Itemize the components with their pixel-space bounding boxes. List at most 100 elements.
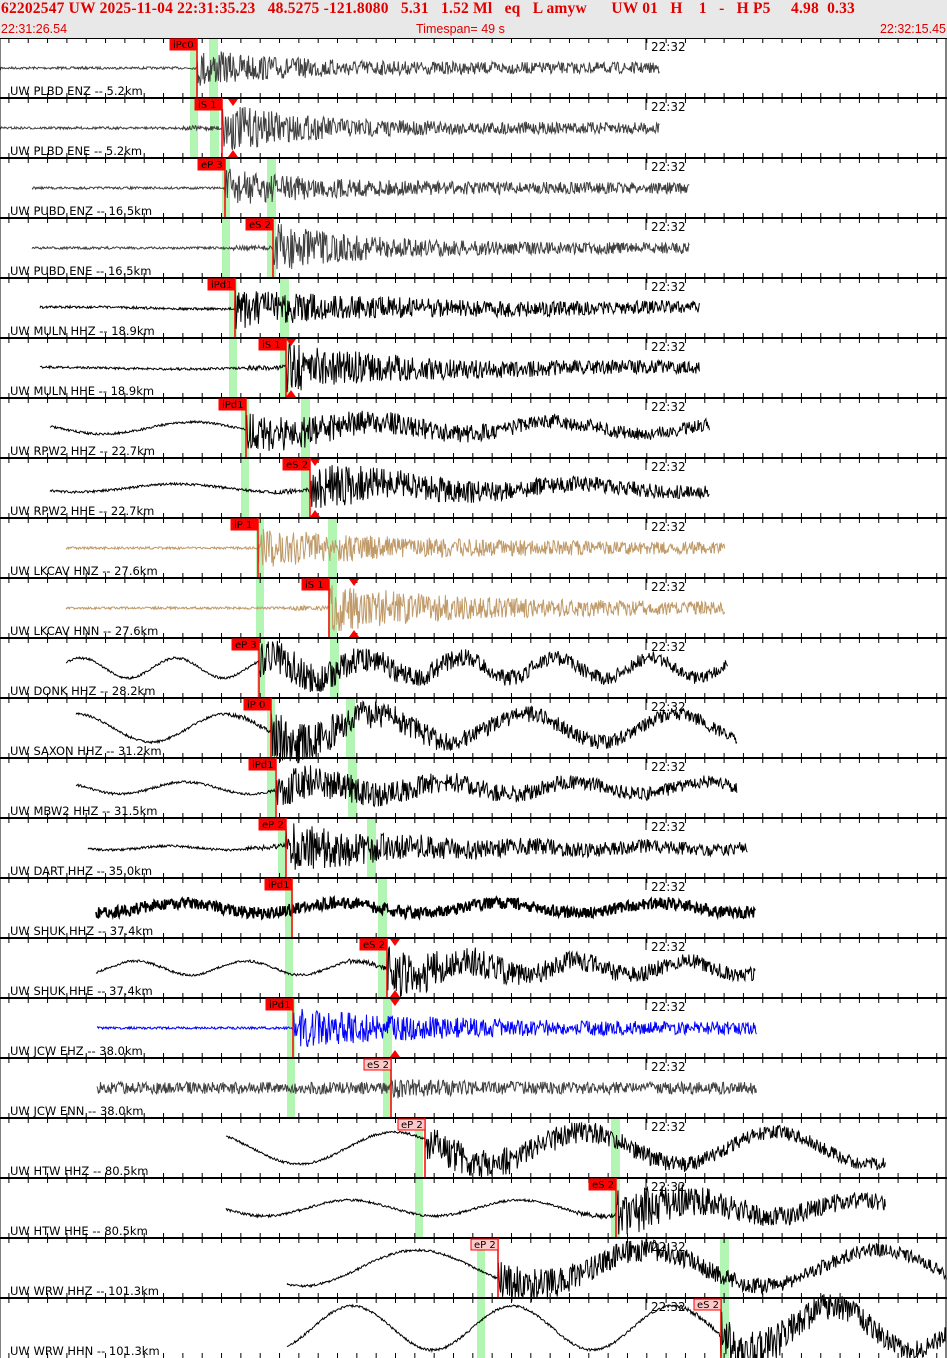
triangle-up-icon (349, 630, 359, 637)
pick-label: eP 2 (401, 1120, 423, 1131)
station-label: UW SHUK HHE -- 37.4km (10, 984, 153, 998)
phase-pick[interactable]: eP 2 (470, 1238, 499, 1298)
phase-pick[interactable]: eP 3 (231, 638, 260, 698)
seismogram-panel[interactable]: 22:32 iPc0 UW PLBD ENZ -- 5.2km 22:32 iS 1 UW… (0, 38, 947, 1358)
pick-flag[interactable] (470, 1238, 499, 1251)
pick-label: eP 2 (474, 1240, 496, 1251)
pick-flag[interactable] (231, 638, 260, 651)
pick-window (278, 818, 286, 878)
pick-flag[interactable] (301, 578, 330, 591)
pick-label: iPd1 (222, 400, 244, 411)
phase-pick[interactable]: iP 0 (243, 698, 272, 758)
phase-pick[interactable]: eS 2 (363, 1058, 392, 1118)
pick-flag[interactable] (194, 98, 223, 111)
trace-panel[interactable]: 22:32 iPd1 UW SHUK HHZ -- 37.4km (0, 877, 947, 938)
phase-pick[interactable]: eP 2 (258, 818, 287, 878)
pick-flag[interactable] (282, 458, 311, 471)
pick-flag[interactable] (359, 938, 388, 951)
trace-panel[interactable]: 22:32 iPd1 UW MULN HHZ -- 18.9km (0, 277, 947, 338)
waveform (286, 1294, 947, 1358)
pick-flag[interactable] (197, 158, 226, 171)
triangle-up-icon (286, 390, 296, 397)
pick-flag[interactable] (588, 1178, 617, 1191)
trace-panel[interactable]: 22:32 iS 1 UW LKCAV HNN -- 27.6km (0, 577, 947, 638)
waveform (225, 1122, 886, 1179)
minute-label: 22:32 (651, 820, 686, 834)
trace-panel[interactable]: 22:32 eS 2 UW SHUK HHE -- 37.4km (0, 937, 947, 998)
minute-label: 22:32 (651, 160, 686, 174)
phase-pick[interactable]: iS 1 (301, 578, 359, 638)
trace-panel[interactable]: 22:32 eS 2 UW HTW HHE -- 80.5km (0, 1177, 947, 1238)
minute-label: 22:32 (651, 280, 686, 294)
pick-flag[interactable] (258, 818, 287, 831)
station-label: UW PUBD ENZ -- 16.5km (10, 204, 152, 218)
trace-panel[interactable]: 22:32 eP 3 UW PUBD ENZ -- 16.5km (0, 157, 947, 218)
pick-window (241, 398, 249, 458)
pick-flag[interactable] (169, 38, 198, 51)
trace-panel[interactable]: 22:32 eP 2 UW DART HHZ -- 35.0km (0, 817, 947, 878)
trace-panel[interactable]: 22:32 iPd1 UW RPW2 HHZ -- 22.7km (0, 397, 947, 458)
phase-pick[interactable]: eS 2 (245, 218, 274, 278)
pick-label: eS 2 (697, 1300, 719, 1311)
pick-window (378, 938, 387, 998)
phase-pick[interactable]: iPd1 (248, 758, 277, 818)
pick-label: iP 0 (247, 700, 265, 711)
trace-panel[interactable]: 22:32 iP 0 UW SAXON HHZ -- 31.2km (0, 697, 947, 764)
phase-pick[interactable]: eS 2 (693, 1298, 722, 1358)
minute-label: 22:32 (651, 1000, 686, 1014)
phase-pick[interactable]: iP 1 (230, 518, 259, 578)
trace-panel[interactable]: 22:32 iPd1 UW MBW2 HHZ -- 31.5km (0, 757, 947, 818)
phase-pick[interactable]: iPd1 (218, 398, 247, 458)
pick-label: iS 1 (198, 100, 217, 111)
phase-pick[interactable]: eP 3 (197, 158, 226, 218)
station-label: UW MULN HHZ -- 18.9km (10, 324, 155, 338)
pick-flag[interactable] (243, 698, 272, 711)
phase-pick[interactable]: iPd1 (207, 278, 236, 338)
phase-pick[interactable]: iS 1 (194, 98, 238, 158)
triangle-up-icon (390, 990, 400, 997)
trace-panel[interactable]: 22:32 iPd1 UW JCW EHZ -- 38.0km (0, 997, 947, 1058)
trace-panel[interactable]: 22:32 iS 1 UW PLBD ENE -- 5.2km (0, 97, 947, 158)
phase-pick[interactable]: eP 2 (397, 1118, 426, 1178)
minute-label: 22:32 (651, 1180, 686, 1194)
pick-flag[interactable] (207, 278, 236, 291)
trace-panel[interactable]: 22:32 eP 2 UW HTW HHZ -- 80.5km (0, 1117, 947, 1179)
pick-label: eP 3 (201, 160, 223, 171)
trace-panel[interactable]: 22:32 iS 1 UW MULN HHE -- 18.9km (0, 337, 947, 398)
pick-window (720, 1298, 729, 1358)
trace-panel[interactable]: 22:32 eP 3 UW DONK HHZ -- 28.2km (0, 637, 947, 698)
phase-pick[interactable]: eS 2 (359, 938, 400, 998)
waveform (65, 528, 726, 567)
station-label: UW MBW2 HHZ -- 31.5km (10, 804, 157, 818)
trace-panel[interactable]: 22:32 eS 2 UW JCW ENN -- 38.0km (0, 1057, 947, 1118)
pick-window (330, 638, 339, 698)
trace-panel[interactable]: 22:32 eS 2 UW WRW HHN -- 101.3km (0, 1294, 947, 1358)
trace-panel[interactable]: 22:32 iP 1 UW LKCAV HNZ -- 27.6km (0, 517, 947, 578)
pick-flag[interactable] (693, 1298, 722, 1311)
minute-label: 22:32 (651, 1120, 686, 1134)
pick-flag[interactable] (397, 1118, 426, 1131)
trace-panel[interactable]: 22:32 eS 2 UW PUBD ENE -- 16.5km (0, 217, 947, 278)
trace-panel[interactable]: 22:32 eS 2 UW RPW2 HHE -- 22.7km (0, 457, 947, 518)
pick-window (415, 1178, 423, 1238)
pick-flag[interactable] (218, 398, 247, 411)
phase-pick[interactable]: iPd1 (264, 878, 293, 938)
trace-panel[interactable]: 22:32 eP 2 UW WRW HHZ -- 101.3km (0, 1237, 947, 1302)
pick-window (267, 758, 275, 818)
pick-flag[interactable] (264, 878, 293, 891)
pick-flag[interactable] (230, 518, 259, 531)
phase-pick[interactable]: iPd1 (265, 998, 400, 1058)
pick-flag[interactable] (245, 218, 274, 231)
pick-label: eP 3 (235, 640, 257, 651)
phase-pick[interactable]: iS 1 (258, 338, 296, 398)
pick-flag[interactable] (248, 758, 277, 771)
pick-label: iS 1 (305, 580, 324, 591)
pick-flag[interactable] (258, 338, 287, 351)
phase-pick[interactable]: iPc0 (169, 38, 198, 98)
minute-label: 22:32 (651, 100, 686, 114)
pick-flag[interactable] (265, 998, 294, 1011)
phase-pick[interactable]: eS 2 (588, 1178, 617, 1238)
phase-pick[interactable]: eS 2 (282, 458, 320, 518)
pick-flag[interactable] (363, 1058, 392, 1071)
trace-panel[interactable]: 22:32 iPc0 UW PLBD ENZ -- 5.2km (0, 38, 947, 98)
